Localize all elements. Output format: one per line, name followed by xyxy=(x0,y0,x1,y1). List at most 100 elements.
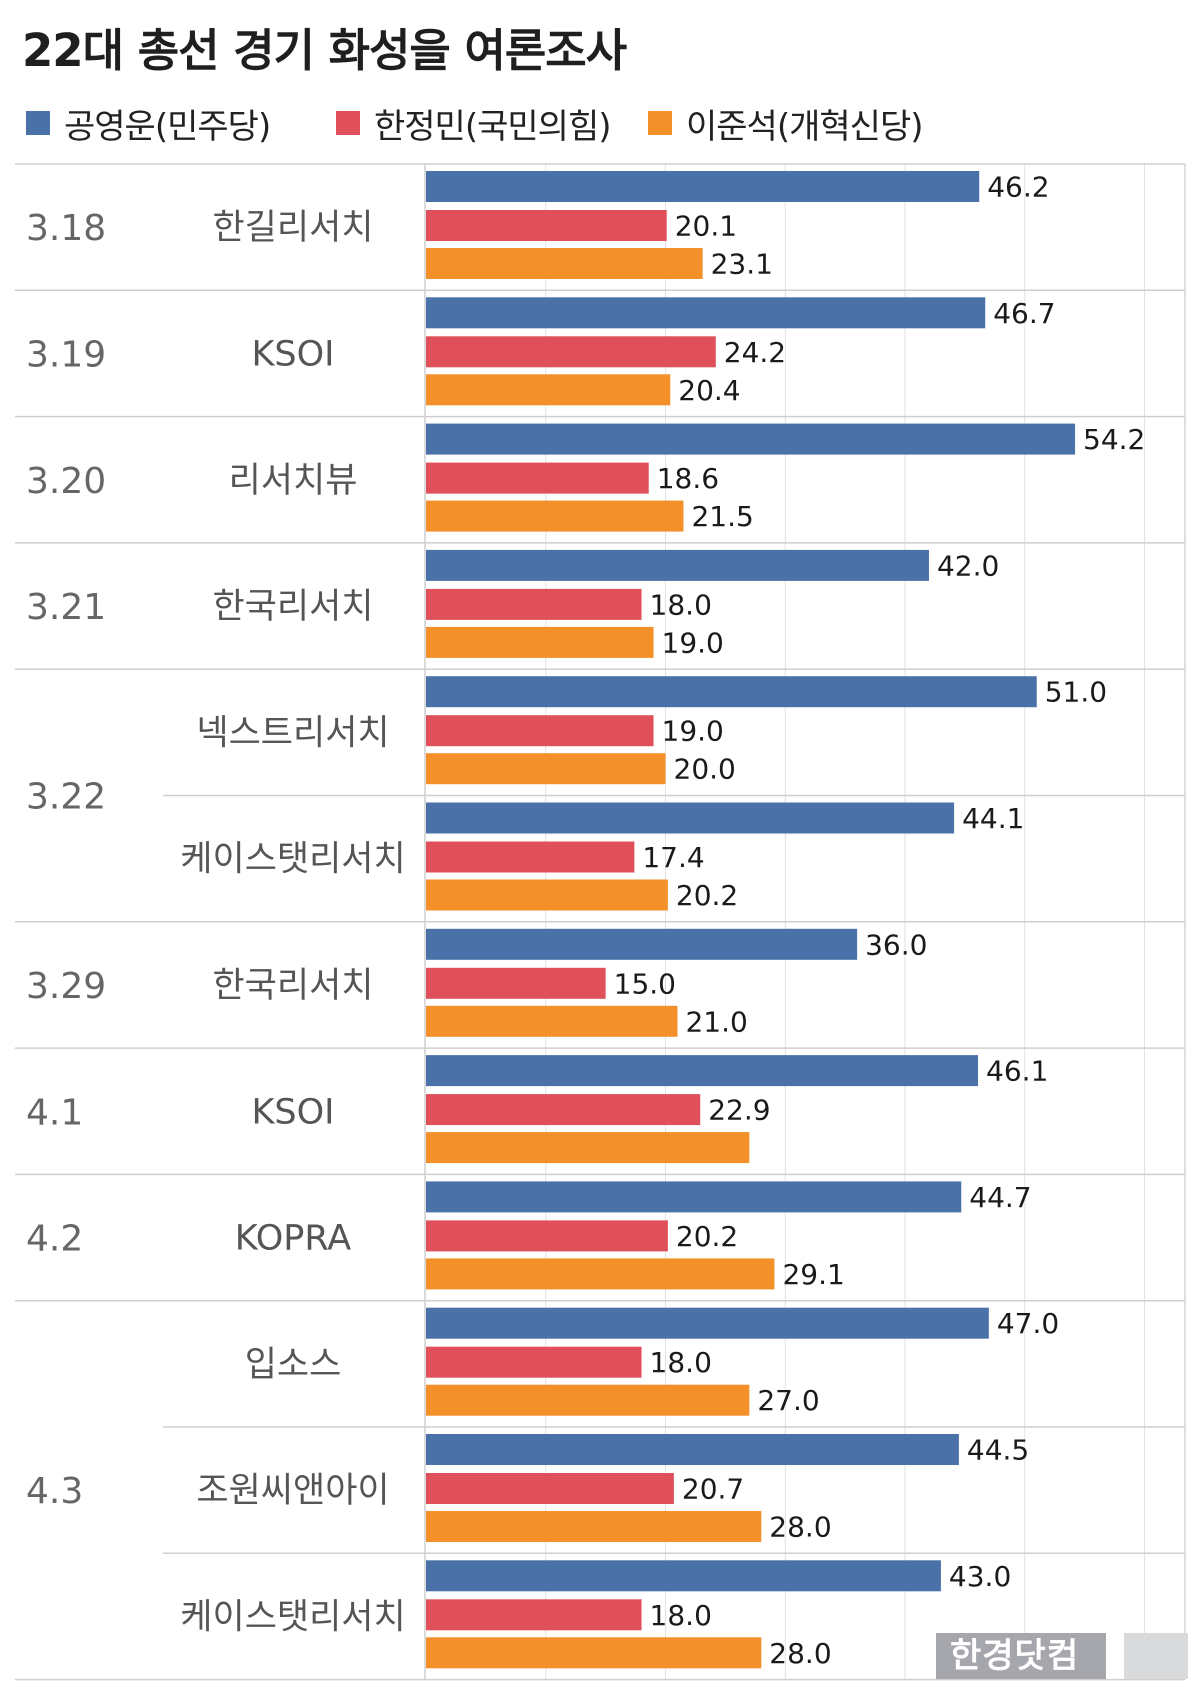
pollster-label: KSOI xyxy=(251,1092,334,1132)
legend-item-lee: 이준석(개혁신당) xyxy=(648,98,923,148)
legend-label-gong: 공영운(민주당) xyxy=(64,106,271,147)
bar xyxy=(426,1132,750,1164)
value-label: 46.7 xyxy=(993,297,1055,330)
pollster-label: 입소스 xyxy=(245,1345,342,1385)
bar xyxy=(426,549,929,581)
value-label: 20.0 xyxy=(674,753,736,786)
bar xyxy=(426,753,666,785)
value-label: 44.1 xyxy=(962,802,1024,835)
value-label: 46.2 xyxy=(987,171,1049,204)
value-label: 20.2 xyxy=(676,879,738,912)
value-label: 28.0 xyxy=(769,1511,831,1544)
pollster-label: 한국리서치 xyxy=(212,966,373,1006)
watermark-logo-tail xyxy=(1124,1633,1188,1679)
value-label: 20.7 xyxy=(682,1473,744,1506)
value-label: 29.1 xyxy=(782,1258,844,1291)
bar xyxy=(426,1560,941,1592)
value-label: 20.2 xyxy=(676,1220,738,1253)
value-label: 46.1 xyxy=(986,1055,1048,1088)
bar xyxy=(426,715,654,747)
bar xyxy=(426,1599,642,1631)
legend-item-gong: 공영운(민주당) xyxy=(26,98,271,148)
bar xyxy=(426,500,684,532)
pollster-label: 리서치뷰 xyxy=(229,461,358,501)
date-label: 3.21 xyxy=(26,587,106,628)
date-label: 3.19 xyxy=(26,334,106,375)
value-label: 22.9 xyxy=(708,1094,770,1127)
legend-swatch-lee xyxy=(648,111,672,135)
pollster-label: KSOI xyxy=(251,334,334,374)
pollster-label: 한길리서치 xyxy=(212,208,373,248)
bar xyxy=(426,1346,642,1378)
bar xyxy=(426,588,642,620)
bar xyxy=(426,297,986,329)
legend: 공영운(민주당) 한정민(국민의힘) 이준석(개혁신당) xyxy=(26,98,1176,148)
bar xyxy=(426,1094,701,1126)
value-label: 43.0 xyxy=(949,1560,1011,1593)
bar xyxy=(426,802,955,834)
value-label: 36.0 xyxy=(865,928,927,961)
value-label: 47.0 xyxy=(997,1307,1059,1340)
value-label: 21.5 xyxy=(691,500,753,533)
value-label: 42.0 xyxy=(937,549,999,582)
value-label: 21.0 xyxy=(685,1005,747,1038)
bar xyxy=(426,1258,775,1290)
legend-label-han: 한정민(국민의힘) xyxy=(374,106,611,147)
chart-title: 22대 총선 경기 화성을 여론조사 xyxy=(22,24,627,77)
bar xyxy=(426,1055,979,1087)
value-label: 18.0 xyxy=(650,1599,712,1632)
pollster-label: 케이스탯리서치 xyxy=(180,840,405,880)
value-label: 27.0 xyxy=(757,1384,819,1417)
bar xyxy=(426,1220,668,1252)
value-label: 44.5 xyxy=(967,1434,1029,1467)
value-label: 44.7 xyxy=(969,1181,1031,1214)
legend-swatch-gong xyxy=(26,111,50,135)
value-label: 54.2 xyxy=(1083,423,1145,456)
date-label: 3.20 xyxy=(26,461,106,502)
date-label: 3.22 xyxy=(26,777,106,818)
date-label: 4.1 xyxy=(26,1092,83,1133)
pollster-label: 한국리서치 xyxy=(212,587,373,627)
value-label: 51.0 xyxy=(1045,676,1107,709)
pollster-label: KOPRA xyxy=(235,1219,352,1259)
bar xyxy=(426,1384,750,1416)
value-label: 20.1 xyxy=(675,210,737,243)
legend-item-han: 한정민(국민의힘) xyxy=(336,98,611,148)
date-label: 4.2 xyxy=(26,1219,83,1260)
bar xyxy=(426,462,649,494)
bar xyxy=(426,210,667,241)
value-label: 20.4 xyxy=(678,374,740,407)
pollster-label: 케이스탯리서치 xyxy=(180,1597,405,1637)
bar xyxy=(426,1005,678,1037)
bar xyxy=(426,967,606,999)
value-label: 28.0 xyxy=(769,1637,831,1670)
value-label: 18.6 xyxy=(657,462,719,495)
value-label: 23.1 xyxy=(711,248,773,281)
bar xyxy=(426,1473,674,1504)
value-label: 17.4 xyxy=(642,841,704,874)
date-label: 3.29 xyxy=(26,966,106,1007)
bar xyxy=(426,248,703,279)
value-label: 19.0 xyxy=(662,626,724,659)
legend-label-lee: 이준석(개혁신당) xyxy=(686,106,923,147)
bar xyxy=(426,1511,762,1542)
bar xyxy=(426,676,1037,708)
bar xyxy=(426,841,635,873)
bar xyxy=(426,423,1076,455)
watermark-logo: 한경닷컴 xyxy=(936,1633,1106,1679)
bar xyxy=(426,1434,959,1465)
bar xyxy=(426,879,668,911)
value-label: 24.2 xyxy=(724,336,786,369)
bar xyxy=(426,374,671,406)
bar xyxy=(426,928,858,960)
date-label: 3.18 xyxy=(26,208,106,249)
value-label: 15.0 xyxy=(614,967,676,1000)
bar xyxy=(426,171,980,202)
bar xyxy=(426,1637,762,1669)
pollster-label: 조원씨앤아이 xyxy=(196,1471,389,1511)
bar xyxy=(426,626,654,658)
pollster-label: 넥스트리서치 xyxy=(196,713,389,753)
value-label: 18.0 xyxy=(650,1346,712,1379)
value-label: 19.0 xyxy=(662,715,724,748)
